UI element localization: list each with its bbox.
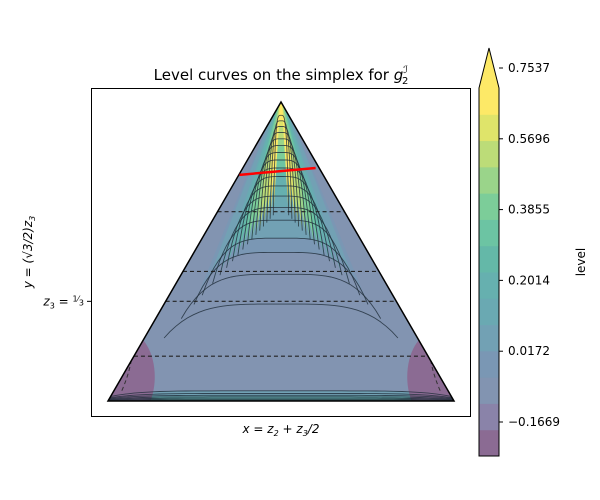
- contour-line: [201, 237, 361, 296]
- colorbar-tick-label: 0.5696: [508, 132, 550, 146]
- colorbar-tick-label: −0.1669: [508, 415, 560, 429]
- colorbar-segment: [479, 193, 499, 220]
- contour-line-bottom: [108, 396, 454, 400]
- plot-area: [91, 88, 471, 417]
- contour-line: [237, 176, 325, 256]
- colorbar-segment: [479, 272, 499, 299]
- y-axis-tick-label: z3 = 1⁄3: [42, 294, 84, 310]
- contour-line-bottom: [108, 398, 454, 401]
- contour-bands: [108, 102, 454, 401]
- colorbar-segment: [479, 88, 499, 115]
- colorbar-tick-label: 0.3855: [508, 203, 550, 217]
- contour-line: [247, 159, 315, 245]
- colorbar-segment: [479, 377, 499, 404]
- dashed-level-lines: [133, 211, 429, 357]
- colorbar-label: level: [574, 248, 588, 277]
- contour-band-corner: [407, 332, 454, 401]
- contour-line: [163, 303, 399, 339]
- contour-band: [270, 102, 292, 219]
- contour-band: [237, 102, 325, 256]
- colorbar-tick-label: 0.7537: [508, 61, 550, 75]
- colorbar-segment: [479, 166, 499, 194]
- contour-line-bottom: [108, 397, 454, 401]
- contour-line-bottom: [108, 394, 454, 400]
- colorbar-outline: [478, 47, 500, 457]
- colorbar-segment: [479, 114, 499, 142]
- contour-line: [266, 126, 296, 223]
- contour-line: [242, 167, 320, 250]
- highlight-segment: [239, 166, 316, 177]
- colorbar-segment: [479, 245, 499, 273]
- contour-line: [180, 273, 382, 319]
- contour-line-bottom: [108, 390, 454, 398]
- colorbar-segment: [479, 429, 499, 457]
- contour-band-corner: [108, 332, 155, 401]
- colorbar: [478, 47, 500, 457]
- contour-line: [259, 138, 303, 231]
- colorbar-segment: [479, 403, 499, 431]
- colorbar-tick-label: 0.2014: [508, 273, 550, 287]
- contour-line: [269, 120, 293, 219]
- colorbar-segment: [479, 219, 499, 247]
- colorbar-segment: [479, 140, 499, 168]
- contour-line: [255, 144, 307, 235]
- contour-line: [219, 206, 343, 276]
- x-axis-label: x = z2 + z3/2: [242, 422, 320, 438]
- chart-title: Level curves on the simplex for gℐ 2: [154, 65, 409, 87]
- colorbar-tick-label: 0.0172: [508, 344, 550, 358]
- colorbar-segment: [479, 298, 499, 326]
- contour-line: [262, 132, 300, 227]
- contour-line-bottom: [108, 393, 454, 399]
- colorbar-segment: [479, 324, 499, 352]
- colorbar-ticks: −0.1669 0.0172 0.2014 0.3855 0.5696 0.7537: [499, 61, 560, 429]
- colorbar-segment: [479, 350, 499, 378]
- y-axis-label: y = (√3/2)z3: [21, 216, 37, 290]
- simplex-outline: [106, 100, 456, 402]
- contour-line: [272, 114, 290, 216]
- colorbar-extend-arrow: [479, 48, 499, 88]
